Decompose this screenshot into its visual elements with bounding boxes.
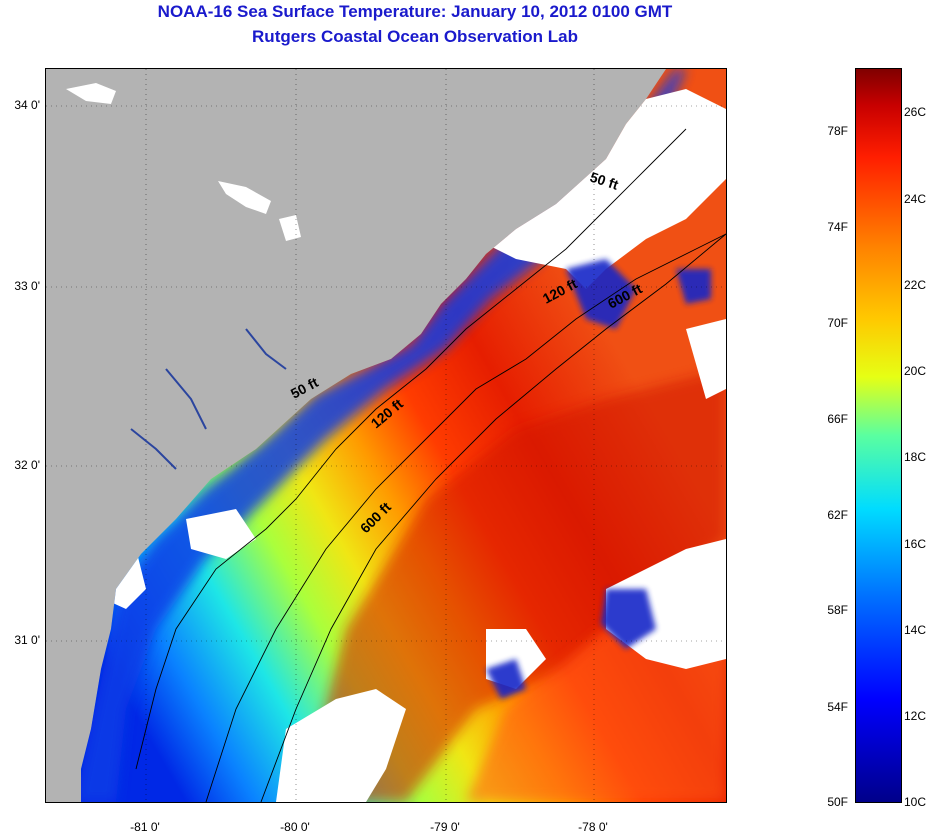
colorbar-celsius-label: 10C	[904, 795, 927, 809]
sst-map-image: 50 ft 120 ft 600 ft 50 ft 120 ft 600 ft	[46, 69, 726, 802]
colorbar-fahrenheit-label: 54F	[827, 700, 848, 714]
map-graticule	[46, 69, 726, 802]
colorbar-celsius-label: 18C	[904, 450, 927, 464]
colorbar-fahrenheit-label: 70F	[827, 316, 848, 330]
colorbar-celsius-label: 12C	[904, 709, 927, 723]
colorbar-fahrenheit-label: 66F	[827, 412, 848, 426]
lon-label: -81 0'	[130, 820, 160, 834]
colorbar-fahrenheit-label: 50F	[827, 795, 848, 809]
colorbar-fahrenheit-label: 74F	[827, 220, 848, 234]
coastline-rivers	[130, 328, 287, 470]
colorbar-fahrenheit-label: 78F	[827, 124, 848, 138]
land-clouds	[66, 83, 301, 241]
lat-label: 33 0'	[14, 279, 40, 293]
contour-50ft	[135, 128, 687, 770]
lat-label: 34 0'	[14, 98, 40, 112]
lon-label: -80 0'	[280, 820, 310, 834]
colorbar-celsius-label: 20C	[904, 364, 927, 378]
map-title: NOAA-16 Sea Surface Temperature: January…	[157, 2, 673, 21]
colorbar-fahrenheit-label: 58F	[827, 603, 848, 617]
colorbar-celsius-label: 22C	[904, 278, 927, 292]
lon-label: -78 0'	[578, 820, 608, 834]
colorbar-celsius-label: 26C	[904, 105, 927, 119]
colorbar-celsius-label: 16C	[904, 537, 927, 551]
lon-label: -79 0'	[430, 820, 460, 834]
lat-label: 32 0'	[14, 458, 40, 472]
temperature-colorbar	[855, 68, 902, 803]
map-subtitle: Rutgers Coastal Ocean Observation Lab	[252, 27, 578, 46]
lat-label: 31 0'	[14, 633, 40, 647]
depth-contours	[135, 128, 726, 802]
sst-map: 50 ft 120 ft 600 ft 50 ft 120 ft 600 ft	[45, 68, 727, 803]
contour-120ft	[205, 233, 726, 802]
colorbar-celsius-label: 24C	[904, 192, 927, 206]
colorbar-fahrenheit-label: 62F	[827, 508, 848, 522]
colorbar-celsius-label: 14C	[904, 623, 927, 637]
contour-600ft	[260, 233, 726, 802]
